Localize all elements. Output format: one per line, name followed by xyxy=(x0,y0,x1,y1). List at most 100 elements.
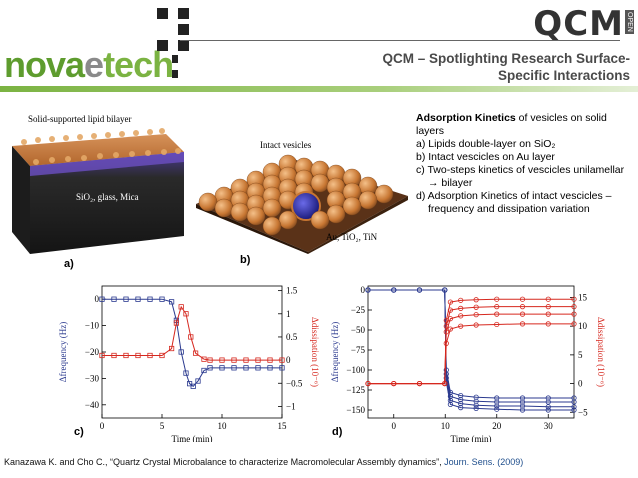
series-line xyxy=(102,298,282,387)
y-right-tick-label: 0.5 xyxy=(286,332,298,342)
data-point xyxy=(159,296,165,302)
series-left xyxy=(365,287,577,410)
data-point xyxy=(458,323,464,329)
data-point xyxy=(519,321,526,327)
data-point xyxy=(494,406,500,412)
data-point xyxy=(135,352,141,359)
bilayer-substrate-label: SiO₂, glass, Mica xyxy=(76,192,139,202)
y-left-tick-label: −20 xyxy=(85,347,100,357)
data-point xyxy=(545,321,551,327)
data-point xyxy=(365,287,371,293)
data-point xyxy=(267,357,273,363)
plot-frame xyxy=(101,285,283,419)
data-point xyxy=(571,311,577,317)
data-point xyxy=(169,345,175,352)
data-point xyxy=(391,380,397,387)
y-left-tick-label: −75 xyxy=(351,345,366,355)
data-point xyxy=(447,401,454,407)
data-point xyxy=(519,296,526,302)
data-point xyxy=(519,399,526,405)
data-point xyxy=(571,304,577,310)
x-tick-label: 10 xyxy=(218,421,228,431)
data-point xyxy=(243,357,249,363)
data-point xyxy=(190,383,196,389)
journal-link[interactable]: Journ. Sens. (2009) xyxy=(444,457,524,467)
data-point xyxy=(195,378,201,384)
list-item: a) Lipids double-layer on SiO₂ xyxy=(416,138,556,150)
data-point xyxy=(494,311,500,317)
data-point xyxy=(571,407,577,413)
data-point xyxy=(159,352,165,359)
qcm-open-logo: QCM xyxy=(533,4,624,44)
data-point xyxy=(201,356,207,362)
data-point xyxy=(545,399,551,405)
data-point xyxy=(147,352,153,359)
data-point xyxy=(519,395,526,401)
data-point xyxy=(571,399,577,405)
slide-title: QCM – Spotlighting Research Surface-Spec… xyxy=(382,51,630,83)
series-line xyxy=(368,289,574,411)
list-item: c) Two-steps kinetics of vescicles unila… xyxy=(416,164,625,189)
adsorption-kinetics-description: Adsorption Kinetics of vesicles on solid… xyxy=(416,112,634,216)
data-point xyxy=(443,329,449,335)
series-line xyxy=(368,306,574,385)
data-point xyxy=(545,404,551,410)
y-right-tick-label: 1.5 xyxy=(286,286,298,296)
list-item: b) Intact vescicles on Au layer xyxy=(416,151,555,163)
series-right xyxy=(99,304,285,363)
y-left-tick-label: −25 xyxy=(351,305,366,315)
chart-c-frequency-dissipation: 0 5 10 15 0 −10 −20 −30 −40 1.5 1 0.5 0 −0.5 −1 Time (m… xyxy=(58,285,320,442)
list-item: d) Adsorption Kinetics of intact vescicl… xyxy=(416,190,612,215)
series-line xyxy=(368,323,574,385)
series-line xyxy=(368,313,574,385)
y-right-tick-label: −0.5 xyxy=(286,378,303,388)
bilayer-caption: Solid-supported lipid bilayer xyxy=(28,114,132,124)
data-point xyxy=(365,380,371,387)
data-point xyxy=(545,311,551,317)
data-point xyxy=(447,326,454,332)
data-point xyxy=(545,296,551,302)
vesicles-caption: Intact vesicles xyxy=(260,140,312,150)
data-point xyxy=(231,357,237,363)
data-point xyxy=(178,304,184,310)
logo-part-1: nova xyxy=(4,44,85,85)
intro-rest: of vesicles on solid layers xyxy=(416,112,607,137)
data-point xyxy=(473,402,479,408)
data-point xyxy=(123,296,129,302)
data-point xyxy=(545,407,551,413)
panel-label-d: d) xyxy=(332,426,343,438)
series-right xyxy=(365,296,577,387)
data-point xyxy=(473,322,479,328)
series-left xyxy=(365,287,577,405)
qcm-open-tag: OPEN xyxy=(625,10,634,34)
y-left-tick-label: 0 xyxy=(95,294,100,304)
data-point xyxy=(267,365,273,371)
data-point xyxy=(519,403,526,409)
data-point xyxy=(219,365,225,371)
data-point xyxy=(571,321,577,327)
data-point xyxy=(201,367,207,374)
data-point xyxy=(207,365,213,371)
data-point xyxy=(494,296,500,302)
data-point xyxy=(416,287,423,293)
data-point xyxy=(111,296,117,302)
y-left-axis-label: Δfrequency (Hz) xyxy=(330,322,340,383)
y-right-tick-label: 0 xyxy=(578,379,583,389)
data-point xyxy=(447,316,454,322)
data-point xyxy=(192,350,199,356)
data-point xyxy=(443,379,449,385)
data-point xyxy=(473,304,479,310)
data-point xyxy=(279,365,285,371)
header-accent-bar xyxy=(0,86,638,92)
data-point xyxy=(255,365,261,371)
x-tick-label: 20 xyxy=(492,421,502,431)
data-point xyxy=(494,395,500,401)
chart-d-frequency-dissipation: 0 10 20 30 0 −25 −50 −75 −100 −125 −150 15 10 5 0 −5 Tim… xyxy=(330,285,606,442)
y-left-tick-label: −30 xyxy=(85,373,100,383)
description-list: a) Lipids double-layer on SiO₂ b) Intact… xyxy=(416,138,634,216)
data-point xyxy=(571,404,577,410)
data-point xyxy=(219,357,225,363)
panel-label-c: c) xyxy=(74,426,84,438)
data-point xyxy=(458,313,464,319)
y-right-tick-label: −1 xyxy=(286,401,296,411)
